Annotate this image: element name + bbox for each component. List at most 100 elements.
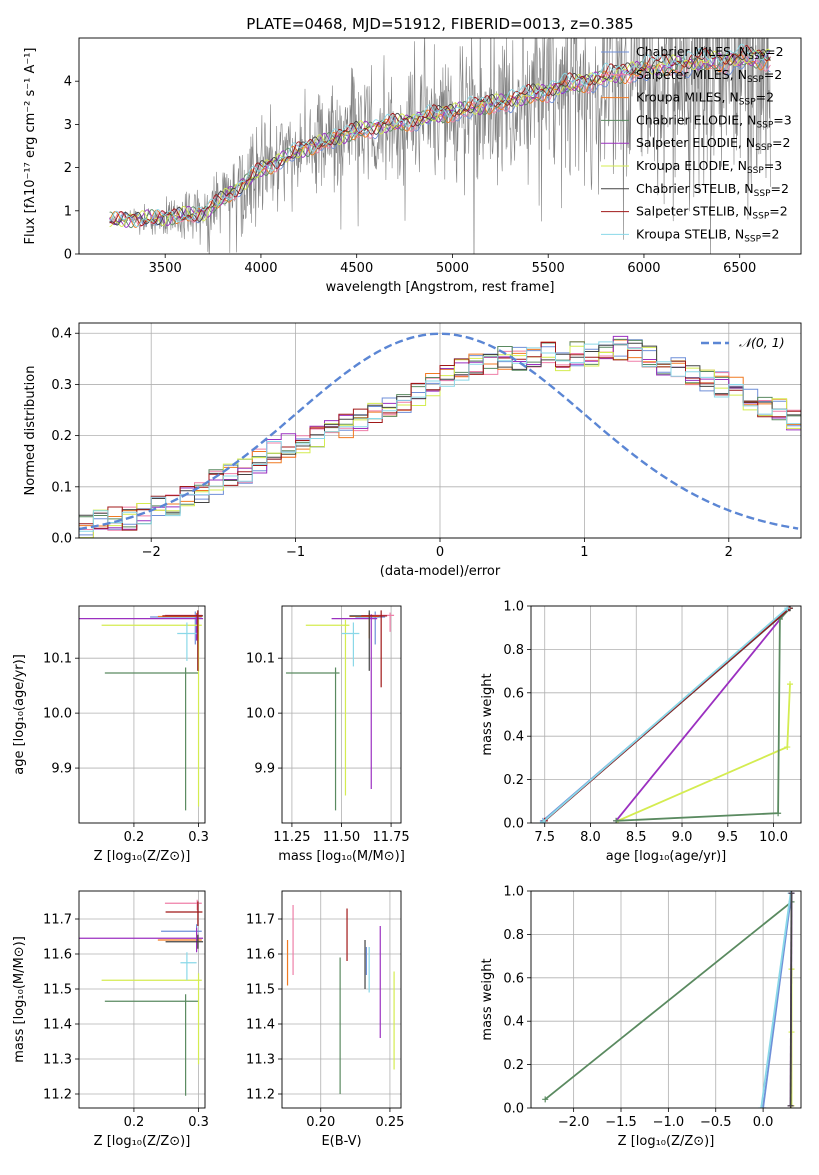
x-tick-label: 7.5: [534, 830, 555, 845]
x-tick-label: 9.0: [672, 830, 693, 845]
legend-text: Chabrier ELODIE, N: [636, 112, 756, 127]
x-axis-label: Z [log₁₀(Z/Z⊙)]: [94, 849, 191, 864]
weight-point-marker: [787, 681, 794, 688]
mass-vs-ebv-panel: 0.20 0.25 11.2 11.3 11.4 11.5 11.6 11.7 E(B-V): [246, 890, 404, 1149]
y-axis-label: mass weight: [480, 673, 495, 755]
weight-point-marker: [758, 1105, 765, 1108]
y-tick-label: 11.5: [43, 983, 72, 998]
legend-entry: Salpeter MILES, NSSP=2: [636, 67, 782, 85]
y-axis-label: mass [log₁₀(M/M⊙)]: [12, 936, 27, 1063]
legend-text-tail: =2: [761, 226, 779, 241]
x-tick-label: 11.75: [372, 830, 409, 845]
legend-entry: Kroupa MILES, NSSP=2: [636, 90, 774, 108]
legend-text-tail: =2: [764, 67, 782, 82]
weight-point-marker: [760, 1105, 767, 1108]
y-tick-label: 10.1: [246, 652, 275, 667]
axes-frame: [78, 605, 206, 824]
weight-line: [544, 901, 793, 1101]
x-axis-label: Z [log₁₀(Z/Z⊙)]: [618, 1134, 715, 1149]
model-spectrum-line: [109, 43, 771, 228]
errorbar-points: [285, 610, 395, 811]
x-tick-label: 0.3: [188, 1115, 209, 1130]
y-axis-label: Normed distribution: [23, 366, 38, 496]
weight-line: [615, 607, 790, 822]
histogram-step-line: [79, 341, 801, 532]
axes-frame: [281, 605, 402, 824]
x-tick-label: 0.2: [124, 830, 145, 845]
normal-pdf-line: [79, 332, 799, 531]
y-tick-label: 10.1: [43, 652, 72, 667]
axes-frame: [78, 890, 206, 1109]
x-tick-label: 6500: [723, 261, 756, 276]
y-tick-label: 3: [64, 118, 72, 133]
spectrum-traces: [109, 38, 771, 254]
legend-text-tail: =2: [765, 44, 783, 59]
weight-line: [617, 684, 791, 822]
legend-entry: Salpeter ELODIE, NSSP=2: [636, 135, 790, 153]
legend-text-tail: =3: [773, 112, 791, 127]
legend-subscript: SSP: [747, 166, 764, 176]
y-tick-label: 2: [64, 161, 72, 176]
x-axis-label: wavelength [Angstrom, rest frame]: [326, 280, 555, 295]
y-tick-label: 1.0: [503, 885, 524, 900]
x-tick-label: −2: [142, 545, 161, 560]
legend-text-tail: =3: [764, 158, 782, 173]
legend-subscript: SSP: [739, 98, 756, 108]
y-tick-label: 10.0: [43, 707, 72, 722]
y-tick-label: 0.4: [503, 1015, 524, 1030]
y-tick-label: 11.2: [43, 1088, 72, 1103]
legend-entry: Chabrier MILES, NSSP=2: [636, 44, 784, 62]
legend-entry: Chabrier ELODIE, NSSP=3: [636, 112, 792, 130]
legend-text-tail: =2: [771, 181, 789, 196]
legend-subscript: SSP: [756, 120, 773, 130]
weight-line: [762, 893, 793, 1108]
y-axis-label: mass weight: [480, 958, 495, 1040]
spectrum-panel: 3500 4000 4500 5000 5500 6000 6500 0 1 2 3 4 wavelen…: [23, 37, 802, 295]
x-axis-label: age [log₁₀(age/yr)]: [606, 849, 727, 864]
y-tick-label: 0.0: [503, 1102, 524, 1117]
y-tick-label: 4: [64, 75, 72, 90]
x-axis-label: Z [log₁₀(Z/Z⊙)]: [94, 1134, 191, 1149]
x-tick-label: −1.5: [605, 1115, 637, 1130]
legend-entry: 𝒩(0, 1): [739, 335, 785, 350]
legend-text-tail: =2: [756, 90, 774, 105]
x-tick-label: −1.0: [653, 1115, 685, 1130]
y-tick-label: 11.7: [246, 913, 275, 928]
legend-text: Kroupa MILES, N: [636, 90, 739, 105]
x-tick-label: 5500: [532, 261, 565, 276]
legend-subscript: SSP: [747, 75, 764, 85]
x-tick-label: −1: [286, 545, 305, 560]
y-tick-label: 0: [64, 248, 72, 263]
histogram-step-line: [79, 342, 801, 531]
x-tick-label: 11.25: [273, 830, 310, 845]
model-spectrum-line: [109, 53, 771, 229]
y-tick-label: 0.6: [503, 971, 524, 986]
axes-frame: [530, 605, 802, 824]
legend-text-tail: =2: [769, 204, 787, 219]
y-tick-label: 11.3: [43, 1053, 72, 1068]
weight-line: [760, 893, 792, 1108]
y-tick-label: 0.8: [503, 643, 524, 658]
legend-text: Chabrier MILES, N: [636, 44, 748, 59]
legend-subscript: SSP: [744, 234, 761, 244]
mass-vs-metallicity-panel: 0.2 0.3 11.2 11.3 11.4 11.5 11.6 11.7 Z [log₁₀(Z…: [12, 890, 209, 1149]
figure-title: PLATE=0468, MJD=51912, FIBERID=0013, z=0…: [246, 15, 633, 33]
y-tick-label: 0.0: [51, 532, 72, 547]
x-tick-label: 0.3: [188, 830, 209, 845]
x-tick-label: 2: [725, 545, 733, 560]
age-vs-mass-panel: 11.25 11.50 11.75 9.9 10.0 10.1 mass [log₁₀(M/…: [246, 605, 410, 864]
model-spectrum-line: [109, 45, 771, 227]
y-tick-label: 11.6: [246, 948, 275, 963]
y-axis-label: Flux [fλ10⁻¹⁷ erg cm⁻² s⁻¹ A⁻¹]: [23, 48, 38, 245]
y-tick-label: 11.6: [43, 948, 72, 963]
errorbar-points: [79, 899, 204, 1096]
residual-histogram-panel: −2 −1 0 1 2 0.0 0.1 0.2 0.3 0.4 (data-model)/error…: [23, 322, 802, 579]
legend-entry: Salpeter STELIB, NSSP=2: [636, 204, 788, 222]
x-tick-label: 4500: [340, 261, 373, 276]
legend-subscript: SSP: [755, 143, 772, 153]
y-tick-label: 9.9: [254, 762, 275, 777]
x-tick-label: 9.5: [717, 830, 738, 845]
y-tick-label: 11.7: [43, 913, 72, 928]
x-tick-label: −2.0: [558, 1115, 590, 1130]
